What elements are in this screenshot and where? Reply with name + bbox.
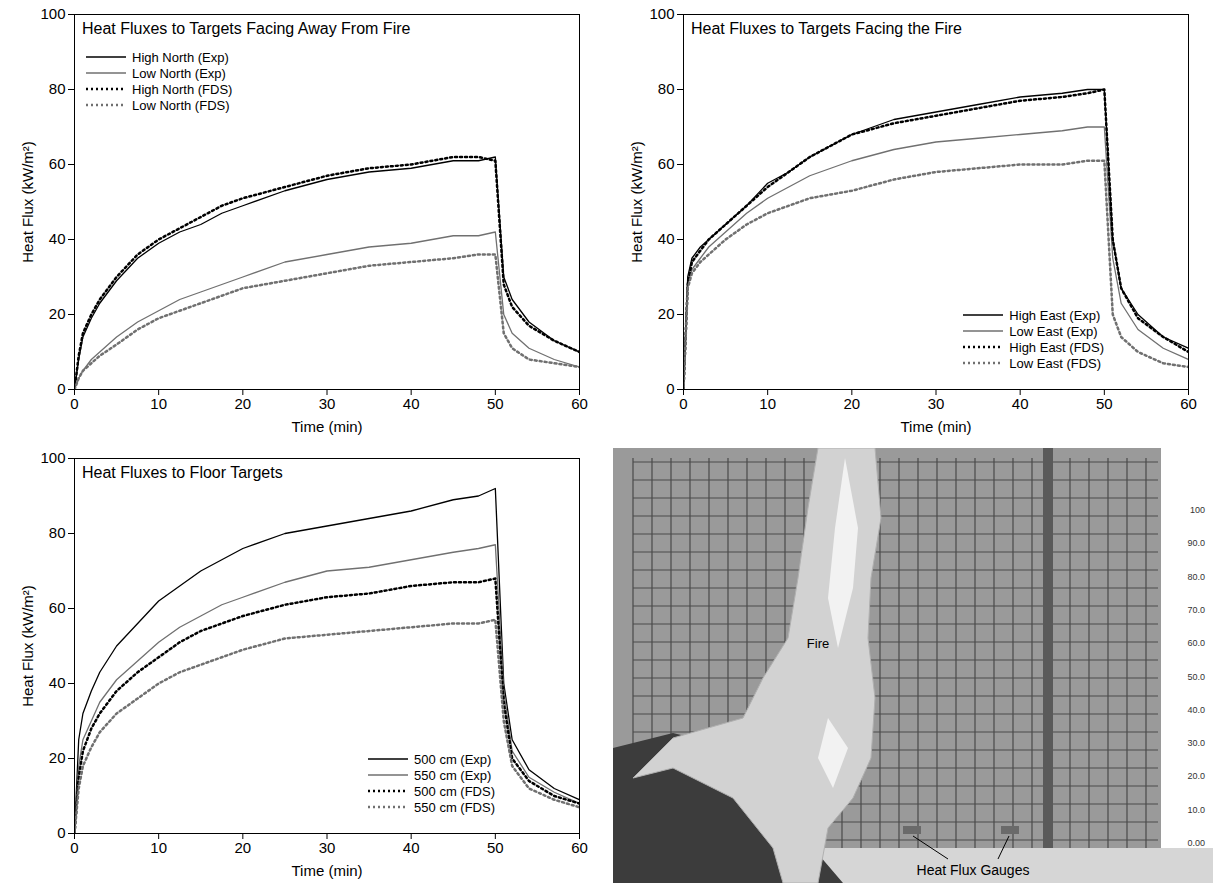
svg-text:0: 0 [666, 380, 674, 397]
svg-text:30: 30 [319, 395, 336, 412]
svg-text:100: 100 [649, 5, 674, 22]
svg-text:Fire: Fire [807, 636, 829, 651]
svg-text:10: 10 [150, 839, 167, 856]
svg-text:20: 20 [49, 305, 66, 322]
svg-text:40.0: 40.0 [1187, 705, 1205, 715]
svg-text:60: 60 [571, 395, 588, 412]
svg-text:0: 0 [57, 824, 65, 841]
svg-text:10: 10 [759, 395, 776, 412]
svg-text:Time (min): Time (min) [291, 862, 362, 879]
html-text:Heat Fluxes to Targets Facing: Heat Fluxes to Targets Facing Away From … [82, 20, 411, 37]
svg-text:30: 30 [928, 395, 945, 412]
svg-text:20: 20 [234, 839, 251, 856]
svg-text:Time (min): Time (min) [291, 418, 362, 435]
svg-text:50.0: 50.0 [1187, 672, 1205, 682]
svg-text:Heat Flux Gauges: Heat Flux Gauges [917, 862, 1030, 878]
html-text:Heat Fluxes to Floor Targets: Heat Fluxes to Floor Targets [82, 464, 283, 481]
svg-text:10.0: 10.0 [1187, 805, 1205, 815]
html-text:High East (FDS): High East (FDS) [1009, 339, 1104, 355]
html-text:500 cm (Exp): 500 cm (Exp) [414, 751, 492, 767]
svg-text:0: 0 [70, 839, 78, 856]
svg-text:80: 80 [49, 80, 66, 97]
html-text:Low East (FDS): Low East (FDS) [1009, 355, 1102, 371]
svg-text:Heat Flux (kW/m²): Heat Flux (kW/m²) [628, 141, 645, 263]
svg-text:40: 40 [1012, 395, 1029, 412]
svg-text:0: 0 [70, 395, 78, 412]
html-text:Low East (Exp): Low East (Exp) [1009, 323, 1098, 339]
svg-text:80: 80 [658, 80, 675, 97]
svg-text:50: 50 [1096, 395, 1113, 412]
svg-text:10: 10 [150, 395, 167, 412]
html-text:Low North (Exp): Low North (Exp) [132, 65, 226, 81]
svg-text:60: 60 [1180, 395, 1197, 412]
svg-text:30: 30 [319, 839, 336, 856]
svg-text:40: 40 [49, 230, 66, 247]
html-text:Low North (FDS): Low North (FDS) [132, 97, 230, 113]
svg-text:60.0: 60.0 [1187, 638, 1205, 648]
svg-text:40: 40 [403, 395, 420, 412]
svg-text:100: 100 [40, 449, 65, 466]
svg-text:0: 0 [57, 380, 65, 397]
svg-text:50: 50 [487, 395, 504, 412]
svg-text:50: 50 [487, 839, 504, 856]
svg-text:70.0: 70.0 [1187, 605, 1205, 615]
svg-text:20: 20 [843, 395, 860, 412]
svg-text:20: 20 [658, 305, 675, 322]
svg-text:60: 60 [571, 839, 588, 856]
svg-text:0.00: 0.00 [1187, 838, 1205, 848]
svg-text:Time (min): Time (min) [900, 418, 971, 435]
html-text:High East (Exp): High East (Exp) [1009, 307, 1101, 323]
svg-text:80: 80 [49, 524, 66, 541]
svg-text:40: 40 [403, 839, 420, 856]
svg-text:20: 20 [234, 395, 251, 412]
svg-text:100: 100 [1190, 505, 1205, 515]
svg-text:100: 100 [40, 5, 65, 22]
svg-text:90.0: 90.0 [1187, 538, 1205, 548]
svg-text:20: 20 [49, 749, 66, 766]
svg-text:60: 60 [658, 155, 675, 172]
svg-text:60: 60 [49, 599, 66, 616]
svg-text:Heat Flux (kW/m²): Heat Flux (kW/m²) [19, 585, 36, 707]
svg-text:60: 60 [49, 155, 66, 172]
html-text:Heat Fluxes to Targets Facing: Heat Fluxes to Targets Facing the Fire [691, 20, 962, 37]
svg-text:20.0: 20.0 [1187, 771, 1205, 781]
html-text:550 cm (Exp): 550 cm (Exp) [414, 767, 492, 783]
svg-text:80.0: 80.0 [1187, 572, 1205, 582]
svg-text:30.0: 30.0 [1187, 738, 1205, 748]
svg-text:40: 40 [658, 230, 675, 247]
html-text:550 cm (FDS): 550 cm (FDS) [414, 799, 495, 815]
svg-text:40: 40 [49, 674, 66, 691]
html-text:High North (Exp): High North (Exp) [132, 49, 229, 65]
svg-text:Heat Flux (kW/m²): Heat Flux (kW/m²) [19, 141, 36, 263]
svg-text:0: 0 [679, 395, 687, 412]
html-text:High North (FDS): High North (FDS) [132, 81, 233, 97]
html-text:500 cm (FDS): 500 cm (FDS) [414, 783, 495, 799]
